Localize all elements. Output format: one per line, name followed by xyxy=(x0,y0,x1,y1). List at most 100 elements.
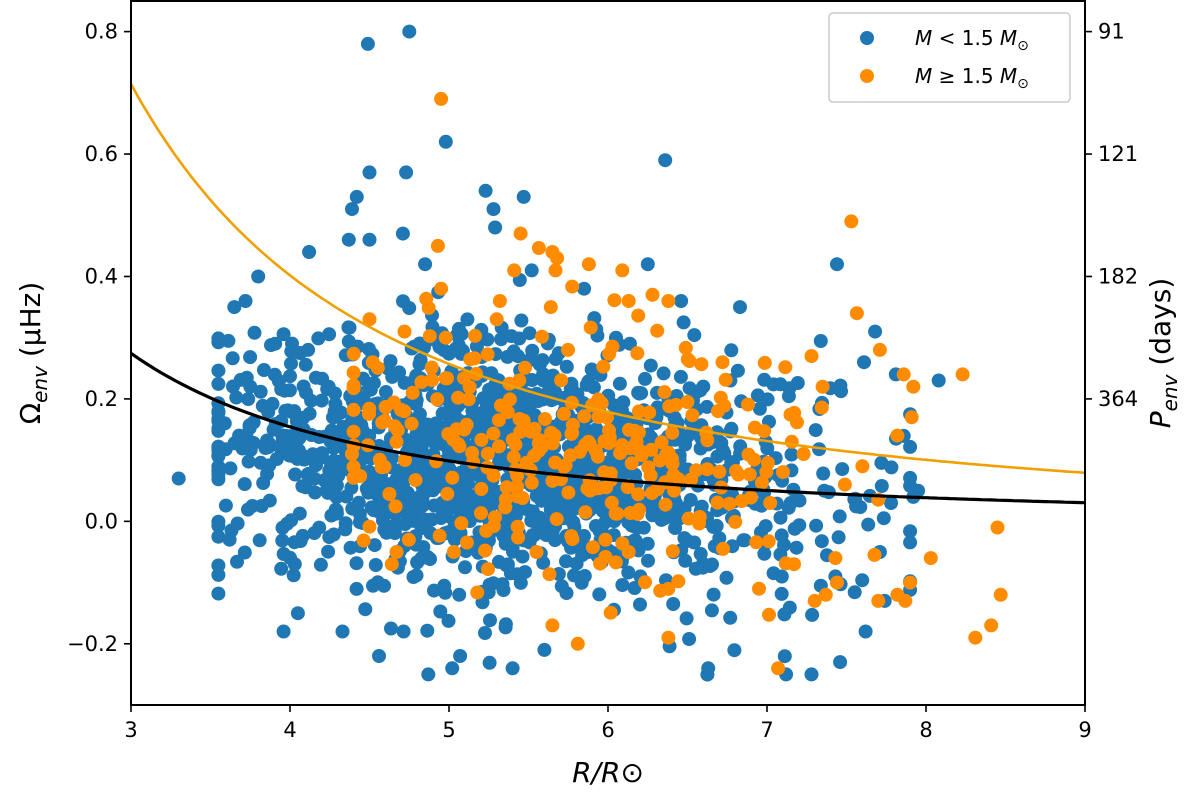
data-point xyxy=(346,424,361,439)
data-point xyxy=(835,462,850,477)
data-point xyxy=(293,346,308,360)
data-point xyxy=(405,385,420,400)
data-point xyxy=(577,529,591,543)
data-point xyxy=(678,340,693,355)
data-point xyxy=(453,649,468,663)
data-point xyxy=(535,353,550,368)
data-point xyxy=(439,503,454,518)
data-point xyxy=(763,496,778,510)
data-point xyxy=(211,331,226,346)
data-point xyxy=(260,433,275,448)
x-tick-label: 8 xyxy=(919,718,932,742)
data-point xyxy=(742,467,757,482)
data-point xyxy=(911,483,926,498)
y-tick-label: 0.2 xyxy=(85,387,118,411)
data-point xyxy=(422,329,437,344)
data-point xyxy=(680,395,695,409)
data-point xyxy=(661,445,676,460)
data-point xyxy=(468,328,482,343)
data-point xyxy=(409,568,424,583)
data-point xyxy=(282,433,297,448)
data-point xyxy=(650,323,665,338)
data-point xyxy=(524,475,539,490)
data-point xyxy=(578,505,593,520)
data-point xyxy=(287,557,302,572)
legend: M < 1.5 M⊙ M ≥ 1.5 M⊙ xyxy=(828,12,1071,103)
data-point xyxy=(631,487,646,502)
data-point xyxy=(658,511,672,525)
data-point xyxy=(414,551,429,566)
data-point xyxy=(747,452,761,467)
data-point xyxy=(622,336,637,351)
data-point xyxy=(362,232,377,247)
data-point xyxy=(904,410,919,425)
data-point xyxy=(643,358,658,373)
data-point xyxy=(286,568,301,583)
data-point xyxy=(632,386,647,401)
data-point xyxy=(445,661,460,676)
data-point xyxy=(510,519,525,534)
data-point xyxy=(669,496,684,511)
data-point xyxy=(269,452,284,466)
data-point xyxy=(867,547,882,562)
data-point xyxy=(861,517,876,532)
data-point xyxy=(667,483,682,498)
data-point xyxy=(346,365,361,380)
data-point xyxy=(211,529,226,544)
y-axis-title: Ωenv (μHz) xyxy=(14,282,52,425)
right-tick-label: 364 xyxy=(1098,387,1138,411)
data-point xyxy=(307,471,322,486)
data-point xyxy=(435,406,450,421)
data-point xyxy=(590,449,605,464)
data-point xyxy=(585,540,600,555)
data-point xyxy=(620,480,635,495)
data-point xyxy=(217,416,232,431)
data-point xyxy=(276,624,291,639)
data-point xyxy=(382,487,397,501)
data-point xyxy=(429,454,444,469)
data-point xyxy=(757,546,772,561)
data-point xyxy=(638,575,652,590)
data-point xyxy=(268,336,283,351)
data-point xyxy=(781,500,796,515)
data-point xyxy=(700,462,715,477)
data-point xyxy=(315,446,329,461)
data-point xyxy=(378,385,393,399)
data-point xyxy=(706,587,721,602)
data-point xyxy=(321,544,336,559)
data-point xyxy=(401,532,416,547)
data-point xyxy=(583,320,598,335)
data-point xyxy=(412,336,427,351)
data-point xyxy=(255,398,270,413)
data-point xyxy=(709,518,724,533)
data-point xyxy=(577,409,592,424)
series-low-mass xyxy=(171,24,946,682)
data-point xyxy=(694,357,709,372)
data-point xyxy=(308,370,323,385)
data-point xyxy=(579,422,594,437)
data-point xyxy=(230,516,245,531)
data-point xyxy=(571,463,586,478)
data-point xyxy=(642,405,657,420)
data-point xyxy=(498,617,513,632)
data-point xyxy=(218,498,233,513)
data-point xyxy=(712,531,727,546)
data-point xyxy=(906,379,921,394)
data-point xyxy=(705,557,719,572)
data-point xyxy=(211,448,226,463)
data-point xyxy=(631,308,646,323)
data-point xyxy=(283,369,297,384)
data-point xyxy=(774,569,789,584)
data-point xyxy=(671,574,686,589)
fit-lines xyxy=(131,83,1085,505)
data-point xyxy=(362,519,377,534)
data-point xyxy=(358,602,373,617)
data-point xyxy=(469,339,484,354)
data-point xyxy=(275,520,290,535)
data-point xyxy=(232,428,247,443)
data-point xyxy=(414,375,429,390)
data-point xyxy=(349,581,364,596)
data-point xyxy=(728,514,743,529)
data-point xyxy=(389,545,404,559)
data-point xyxy=(685,408,700,423)
